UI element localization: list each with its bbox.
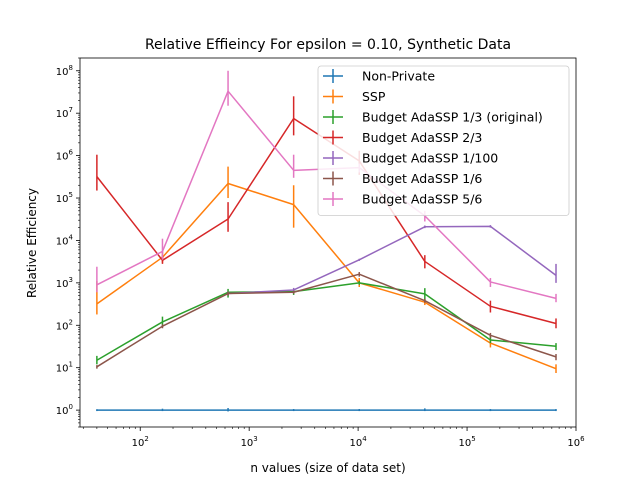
series-4 (227, 225, 557, 296)
legend-label: Non-Private (362, 69, 435, 84)
y-tick-label: 108 (56, 64, 73, 78)
legend-entry: Budget AdaSSP 2/3 (323, 130, 482, 145)
legend-label: Budget AdaSSP 1/6 (362, 171, 482, 186)
y-tick-label: 100 (56, 403, 73, 417)
legend-entry: Budget AdaSSP 5/6 (323, 192, 482, 207)
x-tick-label: 105 (458, 435, 475, 449)
legend-label: Budget AdaSSP 2/3 (362, 130, 482, 145)
legend-entry: Non-Private (323, 69, 435, 84)
legend-entry: Budget AdaSSP 1/100 (323, 151, 498, 166)
series-layer (96, 70, 557, 412)
legend-entry: Budget AdaSSP 1/3 (original) (323, 110, 543, 125)
x-tick-label: 103 (241, 435, 258, 449)
plot-frame (79, 57, 577, 428)
y-tick-label: 103 (56, 276, 73, 290)
axes-frame (79, 57, 577, 428)
legend-label: Budget AdaSSP 1/100 (362, 151, 498, 166)
y-tick-label: 105 (56, 191, 73, 205)
series-2 (96, 281, 557, 365)
series-line (96, 182, 557, 370)
series-line (96, 273, 557, 368)
y-tick-label: 102 (56, 318, 73, 332)
legend-entry: Budget AdaSSP 1/6 (323, 171, 482, 186)
x-tick-label: 106 (567, 435, 585, 449)
legend-entry: SSP (323, 89, 386, 104)
y-tick-label: 107 (56, 106, 73, 120)
x-tick-label: 104 (350, 435, 368, 449)
series-line (228, 225, 557, 295)
legend-label: SSP (362, 89, 386, 104)
y-axis-label: Relative Efficiency (25, 188, 39, 298)
legend-label: Budget AdaSSP 1/3 (original) (362, 110, 543, 125)
series-0 (96, 408, 557, 412)
legend: Non-Private SSP Budget AdaSSP 1/3 (origina… (317, 65, 570, 216)
legend-box (317, 65, 570, 216)
y-tick-label: 104 (56, 233, 74, 247)
x-tick-label: 102 (132, 435, 149, 449)
axis-ticks: 102 103 104 105 106 100 101 102 103 104 105 106 107 1… (56, 57, 585, 449)
series-line (96, 282, 557, 361)
legend-label: Budget AdaSSP 5/6 (362, 192, 482, 207)
y-tick-label: 101 (56, 361, 73, 375)
y-tick-label: 106 (56, 149, 74, 163)
chart-title: Relative Effieincy For epsilon = 0.10, S… (145, 37, 511, 53)
series-5 (96, 272, 557, 369)
x-axis-label: n values (size of data set) (250, 461, 405, 475)
